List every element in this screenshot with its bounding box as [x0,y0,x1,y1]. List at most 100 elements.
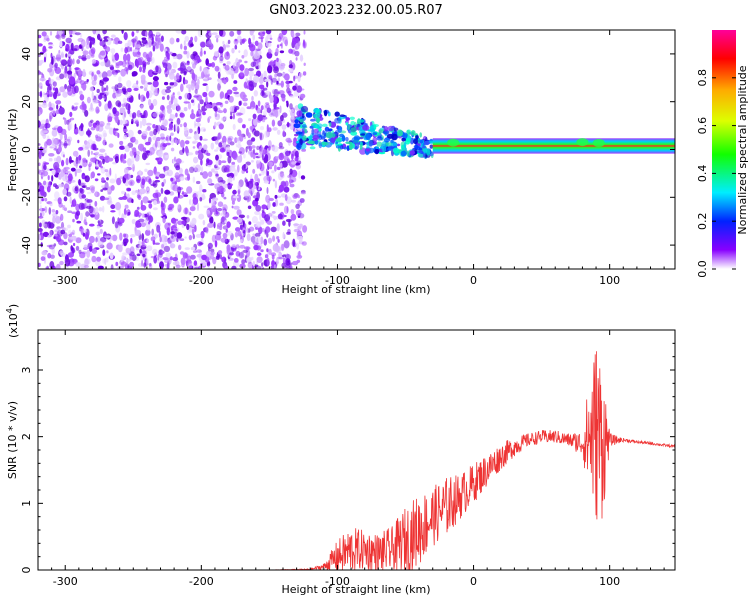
spectrogram-noise-blob [111,216,115,225]
spectrogram-noise-blob [207,171,213,178]
snr-x-ticks: -300 -200 -100 0 100 [37,330,665,588]
spectrogram-noise-blob [161,207,165,216]
spectrogram-noise-blob [231,205,234,209]
spectrogram-noise-blob [126,87,132,93]
spectrogram-noise-blob [223,79,227,85]
spectrogram-noise-blob [165,135,170,142]
spectrogram-noise-blob [172,184,179,192]
spectrogram-transition-blob [300,105,309,113]
spectrogram-noise-blob [176,72,180,80]
spectrogram-noise-blob [120,261,127,267]
spectrogram-noise-blob [248,70,254,77]
spectrogram-noise-blob [51,56,54,65]
spectrogram-noise-blob [58,145,62,153]
spectrogram-noise-blob [252,187,255,195]
spectrogram-noise-blob [220,212,223,216]
spectrogram-noise-blob [45,80,50,84]
spectrogram-noise-blob [300,191,306,195]
spectrogram-noise-blob [206,152,211,156]
spectrogram-noise-blob [131,31,135,37]
spectrogram-noise-blob [271,144,276,152]
spectrogram-noise-blob [221,160,227,163]
spectrogram-noise-blob [292,260,299,266]
spectrogram-noise-blob [222,40,225,45]
spectrogram-transition-blob [362,124,370,131]
spectrogram-noise-blob [299,54,304,62]
spectrogram-noise-blob [214,34,220,39]
spectrogram-noise-blob [176,53,183,60]
spectrogram-noise-blob [200,230,205,239]
spectrogram-noise-blob [121,254,125,259]
spectrogram-noise-blob [256,245,261,251]
spectrogram-noise-blob [123,31,128,41]
spectrogram-noise-blob [227,155,232,164]
spectrogram-noise-blob [48,90,52,94]
spectrogram-noise-blob [89,245,93,252]
spectrogram-tone-band [432,138,675,154]
spectrogram-noise-blob [255,205,262,212]
spectrogram-noise-blob [297,235,304,241]
spectrogram-noise-blob [225,45,231,48]
spectrogram-transition-blob [301,124,307,128]
spectrogram-noise-blob [184,145,189,154]
spectrogram-noise-blob [238,251,245,259]
spectrogram-transition-blob [365,133,371,141]
spectrogram-noise-blob [75,105,78,109]
spectrogram-noise-blob [254,236,261,243]
spectrogram-noise-blob [211,168,215,173]
spectrogram-noise-blob [161,250,165,254]
spectrogram-noise-blob [213,106,218,112]
spectrogram-noise-blob [205,58,209,66]
spectrogram-noise-blob [276,91,281,95]
spectrogram-noise-blob [90,54,95,58]
spectrogram-noise-blob [114,221,119,229]
spectrogram-transition-blob [397,129,403,137]
spectrogram-noise-blob [68,122,73,130]
spectrogram-noise-blob [167,239,172,245]
spectrogram-noise-blob [150,236,156,242]
spectrogram-noise-blob [38,215,44,219]
spectrogram-noise-blob [53,183,57,188]
spectrogram-noise-blob [183,101,190,104]
spectrogram-noise-blob [194,224,197,233]
spectrogram-noise-blob [256,145,260,151]
spectrogram-noise-blob [293,223,300,226]
spectrogram-noise-blob [147,169,154,177]
spectrogram-transition-blob [328,122,332,127]
spectrogram-noise-blob [149,262,152,267]
spectrogram-transition-blob [426,149,431,156]
spectrogram-noise-blob [252,233,255,236]
spectrogram-noise-blob [164,235,168,243]
spectrogram-noise-blob [145,122,152,126]
spectrogram-noise-blob [137,129,142,135]
spectrogram-noise-blob [279,65,285,69]
spectrogram-noise-blob [237,59,242,63]
spectrogram-noise-blob [65,37,72,44]
spectrogram-transition-blob [312,134,320,141]
spectrogram-noise-blob [162,119,169,127]
spectrogram-noise-blob [184,92,190,100]
spectrogram-noise-blob [291,33,297,37]
spectrogram-noise-blob [67,210,73,213]
spectrogram-noise-blob [231,161,236,165]
spectrogram-noise-blob [48,46,53,49]
spectrogram-noise-blob [64,83,68,90]
spectrogram-noise-blob [70,167,76,172]
spectrogram-noise-blob [84,258,89,267]
spectrogram-noise-blob [72,58,75,65]
spectrogram-noise-blob [115,64,120,69]
spectrogram-noise-blob [172,56,178,60]
spectrogram-noise-blob [220,187,226,193]
spectrogram-noise-blob [271,260,276,267]
spectrogram-noise-blob [56,52,61,56]
spectrogram-noise-blob [265,30,272,35]
spectrogram-noise-blob [165,88,171,94]
spectrogram-noise-blob [214,183,221,190]
spectrogram-noise-blob [42,149,47,154]
spectrogram-noise-blob [140,43,145,47]
spectrogram-noise-blob [248,67,254,72]
spectrogram-noise-blob [224,164,230,172]
spectrogram-noise-blob [38,53,41,58]
spectrogram-noise-blob [299,223,303,228]
spectrogram-noise-blob [248,145,253,152]
